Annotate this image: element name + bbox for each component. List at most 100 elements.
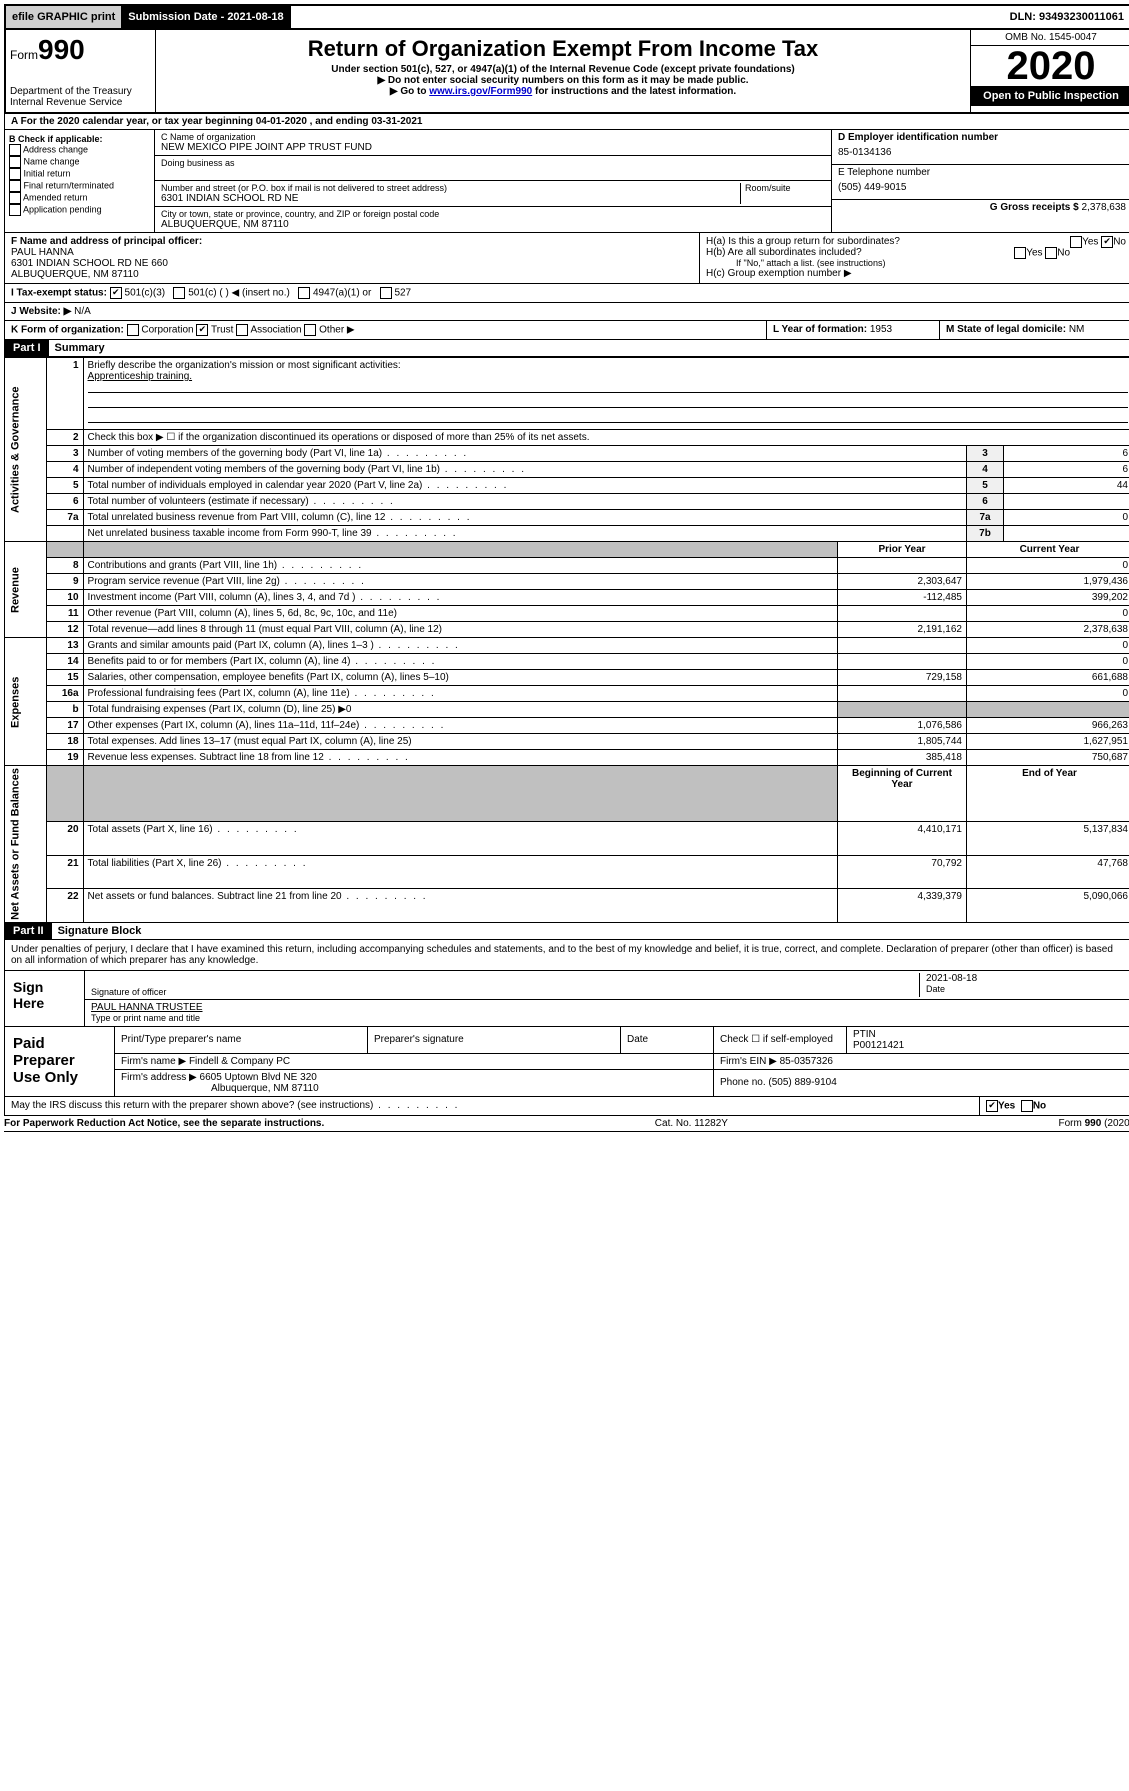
officer-addr2: ALBUQUERQUE, NM 87110 — [11, 269, 139, 280]
row-17: 17Other expenses (Part IX, column (A), l… — [5, 718, 1129, 734]
row-20: 20Total assets (Part X, line 16)4,410,17… — [5, 822, 1129, 855]
row-klm: K Form of organization: Corporation ✔ Tr… — [4, 321, 1129, 340]
firm-addr1: 6605 Uptown Blvd NE 320 — [200, 1072, 317, 1083]
row-21: 21Total liabilities (Part X, line 26)70,… — [5, 855, 1129, 888]
h-b: H(b) Are all subordinates included? — [706, 247, 862, 258]
irs-link[interactable]: www.irs.gov/Form990 — [429, 86, 532, 97]
form-no: 990 — [38, 34, 85, 65]
col-current: Current Year — [967, 542, 1129, 558]
h-c: H(c) Group exemption number ▶ — [706, 268, 1126, 279]
k-assoc: Association — [250, 325, 301, 336]
gross-receipts: 2,378,638 — [1082, 202, 1127, 213]
row-8: 8Contributions and grants (Part VIII, li… — [5, 558, 1129, 574]
row-11: 11Other revenue (Part VIII, column (A), … — [5, 606, 1129, 622]
prep-phone: (505) 889-9104 — [768, 1077, 836, 1088]
form-header: Form990 Department of the Treasury Inter… — [4, 30, 1129, 114]
efile-print-button[interactable]: efile GRAPHIC print — [6, 6, 122, 28]
sig-date: 2021-08-18 — [926, 973, 1126, 984]
chk-pending[interactable]: Application pending — [9, 204, 150, 216]
tab-activities: Activities & Governance — [5, 358, 47, 542]
col-end: End of Year — [967, 766, 1129, 822]
officer-addr1: 6301 INDIAN SCHOOL RD NE 660 — [11, 258, 168, 269]
row-4: 4Number of independent voting members of… — [5, 462, 1129, 478]
section-h: H(a) Is this a group return for subordin… — [700, 233, 1129, 283]
column-d: D Employer identification number 85-0134… — [832, 130, 1129, 232]
city: ALBUQUERQUE, NM 87110 — [161, 219, 825, 230]
firm-ein-label: Firm's EIN ▶ — [720, 1056, 777, 1067]
column-b: B Check if applicable: Address change Na… — [5, 130, 155, 232]
row-5: 5Total number of individuals employed in… — [5, 478, 1129, 494]
phone: (505) 449-9015 — [838, 178, 1126, 197]
prep-date-label: Date — [621, 1027, 714, 1054]
sign-here: Sign Here Signature of officer 2021-08-1… — [4, 971, 1129, 1027]
tab-expenses: Expenses — [5, 638, 47, 766]
subtitle-2: ▶ Do not enter social security numbers o… — [160, 75, 966, 86]
k-trust: Trust — [211, 325, 233, 336]
footer: For Paperwork Reduction Act Notice, see … — [4, 1116, 1129, 1132]
chk-final[interactable]: Final return/terminated — [9, 180, 150, 192]
row-15: 15Salaries, other compensation, employee… — [5, 670, 1129, 686]
chk-amended[interactable]: Amended return — [9, 192, 150, 204]
row-16a: 16aProfessional fundraising fees (Part I… — [5, 686, 1129, 702]
pra-notice: For Paperwork Reduction Act Notice, see … — [4, 1118, 324, 1129]
row-10: 10Investment income (Part VIII, column (… — [5, 590, 1129, 606]
part2-label: Part II — [5, 923, 52, 939]
c-name-label: C Name of organization — [161, 132, 825, 142]
i-label: I Tax-exempt status: — [11, 288, 107, 299]
ptin: P00121421 — [853, 1040, 904, 1051]
room-label: Room/suite — [745, 183, 825, 193]
declaration: Under penalties of perjury, I declare th… — [4, 940, 1129, 971]
q1: Briefly describe the organization's miss… — [88, 360, 401, 371]
sub3-pre: ▶ Go to — [390, 86, 429, 97]
open-public: Open to Public Inspection — [971, 86, 1129, 106]
row-7b: Net unrelated business taxable income fr… — [5, 526, 1129, 542]
row-7a: 7aTotal unrelated business revenue from … — [5, 510, 1129, 526]
row-j: J Website: ▶ N/A — [4, 303, 1129, 321]
discuss-text: May the IRS discuss this return with the… — [5, 1097, 980, 1115]
j-label: J Website: ▶ — [11, 306, 71, 317]
tab-net-assets: Net Assets or Fund Balances — [5, 766, 47, 923]
summary-table: Activities & Governance 1 Briefly descri… — [4, 357, 1129, 923]
top-bar: efile GRAPHIC print Submission Date - 20… — [4, 4, 1129, 30]
chk-initial[interactable]: Initial return — [9, 168, 150, 180]
k-other: Other ▶ — [319, 325, 354, 336]
row-a-tax-year: A For the 2020 calendar year, or tax yea… — [4, 114, 1129, 130]
chk-address[interactable]: Address change — [9, 144, 150, 156]
chk-name[interactable]: Name change — [9, 156, 150, 168]
l-label: L Year of formation: — [773, 324, 867, 335]
col-begin: Beginning of Current Year — [838, 766, 967, 822]
h-note: If "No," attach a list. (see instruction… — [706, 258, 1126, 268]
row-6: 6Total number of volunteers (estimate if… — [5, 494, 1129, 510]
paid-label: Paid Preparer Use Only — [5, 1027, 115, 1096]
row-i: I Tax-exempt status: ✔ 501(c)(3) 501(c) … — [4, 284, 1129, 303]
form-number: Form990 — [10, 34, 151, 66]
firm-addr-label: Firm's address ▶ — [121, 1072, 197, 1083]
b-title: B Check if applicable: — [9, 134, 103, 144]
q2: Check this box ▶ ☐ if the organization d… — [83, 430, 1129, 446]
cat-no: Cat. No. 11282Y — [655, 1118, 728, 1129]
city-label: City or town, state or province, country… — [161, 209, 825, 219]
column-c: C Name of organization NEW MEXICO PIPE J… — [155, 130, 832, 232]
dln: DLN: 93493230011061 — [1004, 6, 1129, 28]
paid-preparer: Paid Preparer Use Only Print/Type prepar… — [4, 1027, 1129, 1097]
firm-addr2: Albuquerque, NM 87110 — [121, 1083, 319, 1094]
section-f: F Name and address of principal officer:… — [5, 233, 700, 283]
sub3-post: for instructions and the latest informat… — [532, 86, 736, 97]
name-title-label: Type or print name and title — [91, 1013, 200, 1023]
row-14: 14Benefits paid to or for members (Part … — [5, 654, 1129, 670]
row-9: 9Program service revenue (Part VIII, lin… — [5, 574, 1129, 590]
street-label: Number and street (or P.O. box if mail i… — [161, 183, 740, 193]
date-label: Date — [926, 984, 1126, 994]
ein: 85-0134136 — [838, 143, 1126, 162]
street: 6301 INDIAN SCHOOL RD NE — [161, 193, 740, 204]
discuss-yes: Yes — [998, 1100, 1015, 1111]
k-corp: Corporation — [141, 325, 193, 336]
gross-label: G Gross receipts $ — [990, 202, 1079, 213]
i-527: 527 — [394, 288, 411, 299]
firm-name: Findell & Company PC — [189, 1056, 290, 1067]
col-prior: Prior Year — [838, 542, 967, 558]
m-label: M State of legal domicile: — [946, 324, 1066, 335]
firm-ein: 85-0357326 — [780, 1056, 833, 1067]
phone-label: E Telephone number — [838, 167, 1126, 178]
part2-header: Part II Signature Block — [4, 923, 1129, 940]
